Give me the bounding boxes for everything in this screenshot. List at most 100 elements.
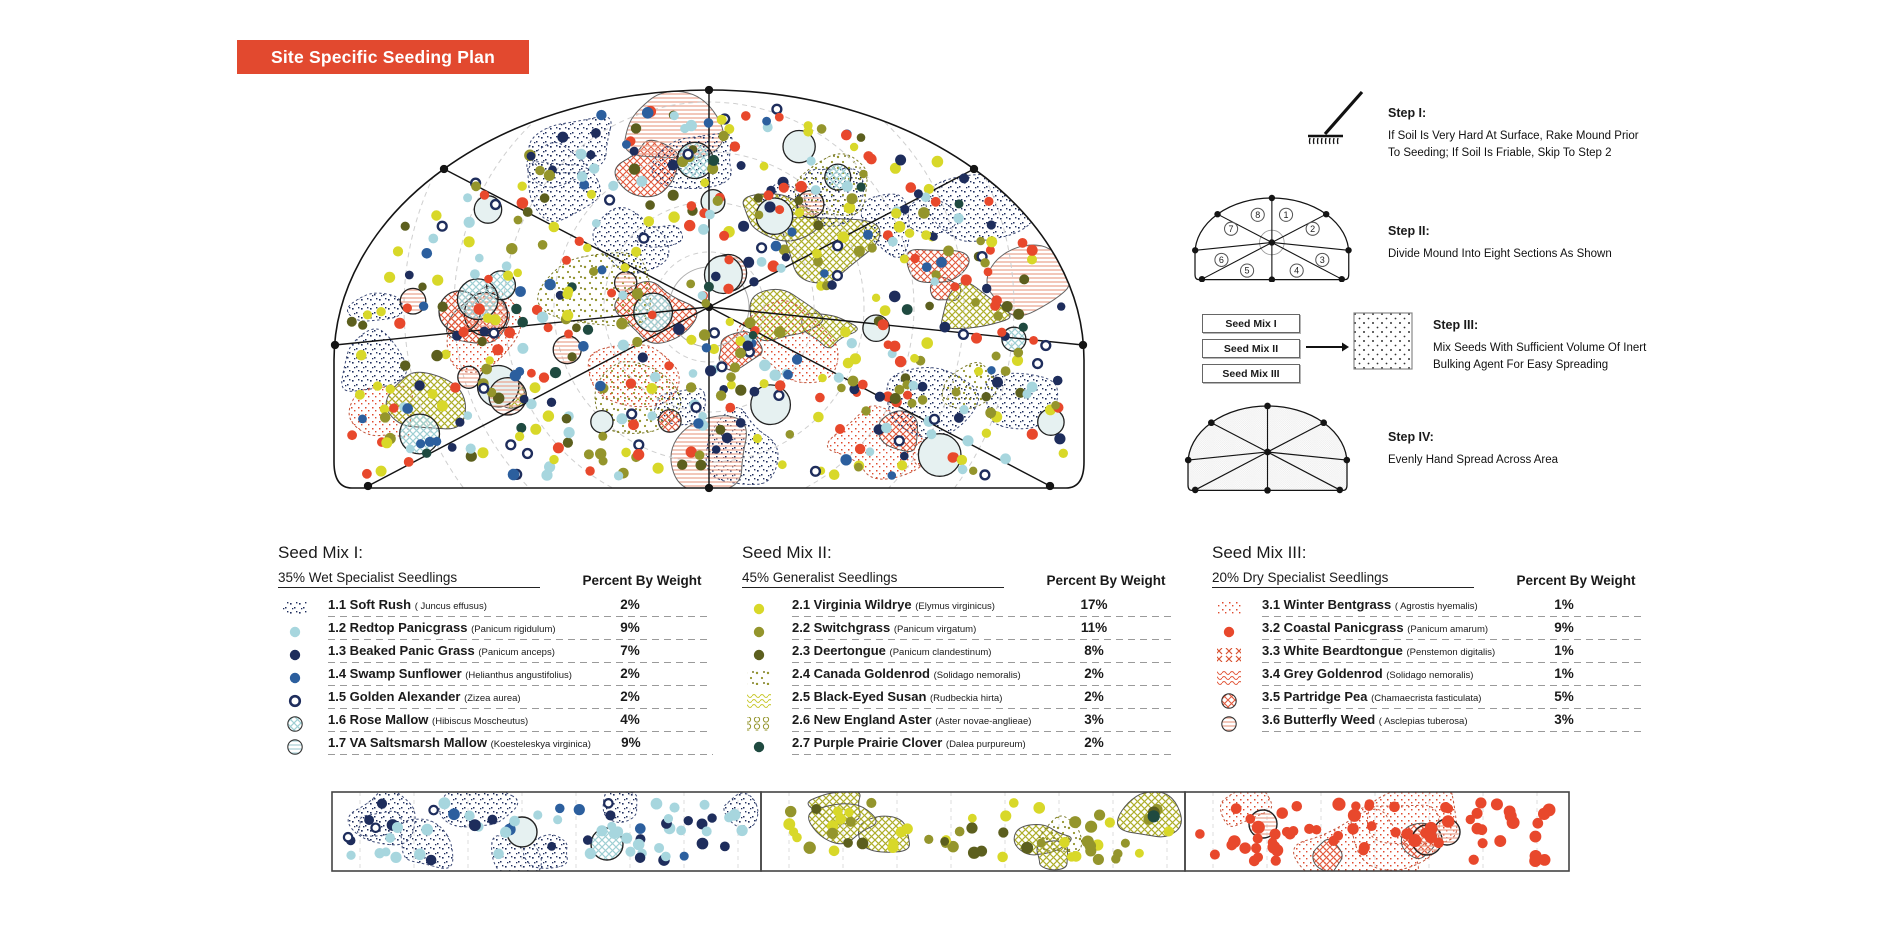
species-row: 2.2 Switchgrass (Panicum virgatum) 11% bbox=[742, 620, 1176, 643]
species-row: 2.7 Purple Prairie Clover (Dalea purpure… bbox=[742, 735, 1176, 758]
svg-text:8: 8 bbox=[1255, 210, 1260, 220]
svg-text:2: 2 bbox=[1310, 224, 1315, 234]
svg-text:6: 6 bbox=[1219, 255, 1224, 265]
species-name: 2.6 New England Aster (Aster novae-angli… bbox=[792, 712, 1032, 727]
species-percent: 1% bbox=[1554, 597, 1574, 612]
mix-2-subtitle: 45% Generalist Seedlings bbox=[742, 570, 1004, 588]
species-row: 3.6 Butterfly Weed ( Asclepias tuberosa)… bbox=[1212, 712, 1646, 735]
mound-plan-diagram bbox=[330, 85, 1088, 493]
species-row: 3.1 Winter Bentgrass ( Agrostis hyemalis… bbox=[1212, 597, 1646, 620]
species-percent: 8% bbox=[1084, 643, 1104, 658]
species-latin: (Panicum rigidulum) bbox=[471, 624, 556, 635]
species-row: 1.6 Rose Mallow (Hibiscus Moscheutus) 4% bbox=[278, 712, 712, 735]
species-latin: (Solidago nemoralis) bbox=[933, 670, 1021, 681]
mix-2-rows: 2.1 Virginia Wildrye (Elymus virginicus)… bbox=[742, 597, 1176, 758]
species-name: 1.7 VA Saltsmarsh Mallow (Koesteleskya v… bbox=[328, 735, 591, 750]
species-latin: (Elymus virginicus) bbox=[915, 601, 995, 612]
svg-text:4: 4 bbox=[1294, 266, 1299, 276]
species-row: 1.7 VA Saltsmarsh Mallow (Koesteleskya v… bbox=[278, 735, 713, 758]
species-row: 2.5 Black-Eyed Susan (Rudbeckia hirta) 2% bbox=[742, 689, 1176, 712]
mix-3-percent-header: Percent By Weight bbox=[1516, 573, 1636, 588]
species-swatch-dot-yellow_green bbox=[753, 603, 765, 614]
species-swatch-dot-medium_blue bbox=[289, 672, 301, 683]
strip-panel-mix-2 bbox=[783, 792, 1182, 871]
species-name: 3.1 Winter Bentgrass ( Agrostis hyemalis… bbox=[1262, 597, 1478, 612]
species-row: 3.3 White Beardtongue (Penstemon digital… bbox=[1212, 643, 1646, 666]
species-name: 3.6 Butterfly Weed ( Asclepias tuberosa) bbox=[1262, 712, 1468, 727]
step-3-body: Mix Seeds With Sufficient Volume Of Iner… bbox=[1433, 342, 1647, 371]
species-percent: 2% bbox=[1084, 689, 1104, 704]
species-swatch-stipple-navy bbox=[283, 601, 307, 616]
species-row: 1.5 Golden Alexander (Zizea aurea) 2% bbox=[278, 689, 712, 712]
mound-art bbox=[330, 85, 1088, 493]
strip-panel-mix-1 bbox=[342, 792, 759, 871]
title-banner: Site Specific Seeding Plan bbox=[237, 40, 529, 74]
species-name: 1.6 Rose Mallow (Hibiscus Moscheutus) bbox=[328, 712, 529, 727]
species-swatch-dot-olive bbox=[753, 626, 765, 637]
species-percent: 9% bbox=[620, 620, 640, 635]
sectioned-mound-icon: 1 2 3 4 5 6 7 8 bbox=[1192, 194, 1352, 282]
species-swatch-stipple-red bbox=[1217, 601, 1241, 616]
species-swatch-circle-hatch-red bbox=[1221, 692, 1237, 709]
species-swatch-stipple-olive bbox=[747, 670, 771, 685]
species-percent: 9% bbox=[621, 735, 641, 750]
step-2-body: Divide Mound Into Eight Sections As Show… bbox=[1388, 248, 1612, 260]
species-percent: 2% bbox=[1084, 735, 1104, 750]
seed-mix-2-box: Seed Mix II bbox=[1202, 339, 1300, 358]
species-latin: (Koesteleskya virginica) bbox=[490, 739, 591, 750]
species-row: 3.5 Partridge Pea (Chamaecrista fasticul… bbox=[1212, 689, 1646, 712]
species-percent: 3% bbox=[1084, 712, 1104, 727]
strip-art bbox=[331, 791, 1570, 872]
species-swatch-wave-red bbox=[1217, 670, 1241, 685]
species-latin: ( Asclepias tuberosa) bbox=[1378, 716, 1468, 727]
species-swatch-dot-red bbox=[1223, 626, 1235, 637]
svg-text:1: 1 bbox=[1284, 210, 1289, 220]
strip-panel-mix-3 bbox=[1195, 792, 1556, 871]
species-name: 2.7 Purple Prairie Clover (Dalea purpure… bbox=[792, 735, 1026, 750]
mix-1-percent-header: Percent By Weight bbox=[582, 573, 702, 588]
species-latin: (Chamaecrista fasticulata) bbox=[1371, 693, 1482, 704]
species-percent: 2% bbox=[1084, 666, 1104, 681]
rake-icon bbox=[1308, 90, 1364, 145]
species-latin: (Panicum virgatum) bbox=[893, 624, 977, 635]
species-latin: (Rudbeckia hirta) bbox=[930, 693, 1003, 704]
step-1-body: If Soil Is Very Hard At Surface, Rake Mo… bbox=[1388, 130, 1639, 159]
species-swatch-circle-lines-blue bbox=[287, 738, 303, 755]
mix-boxes: Seed Mix I Seed Mix II Seed Mix III bbox=[1202, 314, 1300, 389]
seed-mix-column-3: Seed Mix III: 20% Dry Specialist Seedlin… bbox=[1212, 543, 1646, 735]
species-name: 1.2 Redtop Panicgrass (Panicum rigidulum… bbox=[328, 620, 556, 635]
mix-arrow-icon bbox=[1306, 342, 1349, 352]
step-4: Step IV: Evenly Hand Spread Across Area bbox=[1388, 430, 1698, 469]
species-name: 3.3 White Beardtongue (Penstemon digital… bbox=[1262, 643, 1496, 658]
species-swatch-rings-row-olive bbox=[747, 716, 771, 731]
species-latin: (Solidago nemoralis) bbox=[1386, 670, 1474, 681]
step-3-label: Step III: bbox=[1433, 318, 1479, 332]
mix-1-title: Seed Mix I: bbox=[278, 543, 364, 562]
step-4-body: Evenly Hand Spread Across Area bbox=[1388, 454, 1559, 466]
species-percent: 2% bbox=[620, 689, 640, 704]
species-percent: 5% bbox=[1554, 689, 1574, 704]
species-swatch-dot-dark_olive bbox=[753, 649, 765, 660]
species-swatch-circle-hatch-teal bbox=[287, 715, 303, 732]
species-percent: 4% bbox=[620, 712, 640, 727]
svg-text:3: 3 bbox=[1320, 255, 1325, 265]
species-latin: (Panicum amarum) bbox=[1407, 624, 1489, 635]
species-percent: 3% bbox=[1554, 712, 1574, 727]
mix-2-percent-header: Percent By Weight bbox=[1046, 573, 1166, 588]
species-percent: 7% bbox=[620, 643, 640, 658]
seed-mix-1-box: Seed Mix I bbox=[1202, 314, 1300, 333]
species-swatch-wave-yellow bbox=[747, 693, 771, 708]
species-row: 2.1 Virginia Wildrye (Elymus virginicus)… bbox=[742, 597, 1176, 620]
species-swatch-dot-navy bbox=[289, 649, 301, 660]
species-row: 1.4 Swamp Sunflower (Helianthus angustif… bbox=[278, 666, 712, 689]
species-latin: (Penstemon digitalis) bbox=[1406, 647, 1496, 658]
species-row: 1.2 Redtop Panicgrass (Panicum rigidulum… bbox=[278, 620, 712, 643]
seed-mix-strips bbox=[331, 791, 1570, 872]
species-swatch-circle-lines-pink bbox=[1221, 715, 1237, 732]
species-row: 1.1 Soft Rush ( Juncus effusus) 2% bbox=[278, 597, 712, 620]
mix-3-title: Seed Mix III: bbox=[1212, 543, 1307, 562]
species-row: 3.2 Coastal Panicgrass (Panicum amarum) 9… bbox=[1212, 620, 1646, 643]
mix-3-subtitle: 20% Dry Specialist Seedlings bbox=[1212, 570, 1474, 588]
species-latin: (Aster novae-anglieae) bbox=[935, 716, 1032, 727]
